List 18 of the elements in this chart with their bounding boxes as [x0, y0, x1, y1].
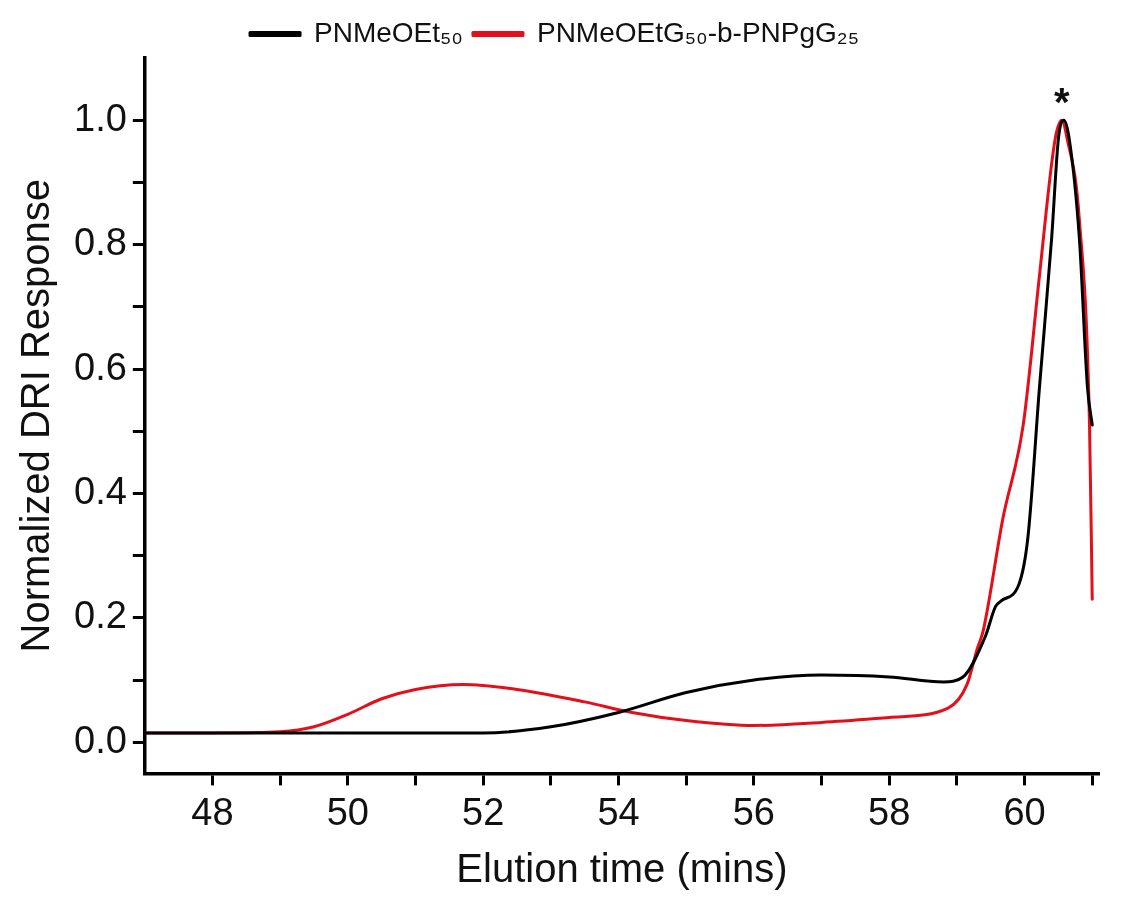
x-tick-label: 50 [326, 790, 369, 833]
y-tick-label: 0.8 [74, 221, 127, 264]
x-tick-label: 48 [191, 790, 234, 833]
y-tick-label: 0.0 [74, 718, 127, 761]
x-axis-title: Elution time (mins) [456, 846, 788, 891]
x-tick-label: 56 [732, 790, 776, 833]
y-tick-label: 1.0 [74, 96, 127, 139]
y-tick-label: 0.2 [74, 594, 127, 637]
annotation: * [1053, 80, 1070, 125]
x-tick-label: 58 [868, 790, 911, 833]
x-tick-label: 52 [462, 790, 505, 833]
y-tick-label: 0.6 [74, 345, 127, 388]
y-axis-title: Normalized DRI Response [13, 178, 58, 653]
legend-label: PNMeOEt₅₀ [314, 16, 463, 48]
y-tick-label: 0.4 [74, 469, 127, 512]
legend-label: PNMeOEtG₅₀-b-PNPgG₂₅ [536, 16, 859, 48]
x-tick-label: 54 [597, 790, 640, 833]
x-tick-label: 60 [1003, 790, 1046, 833]
